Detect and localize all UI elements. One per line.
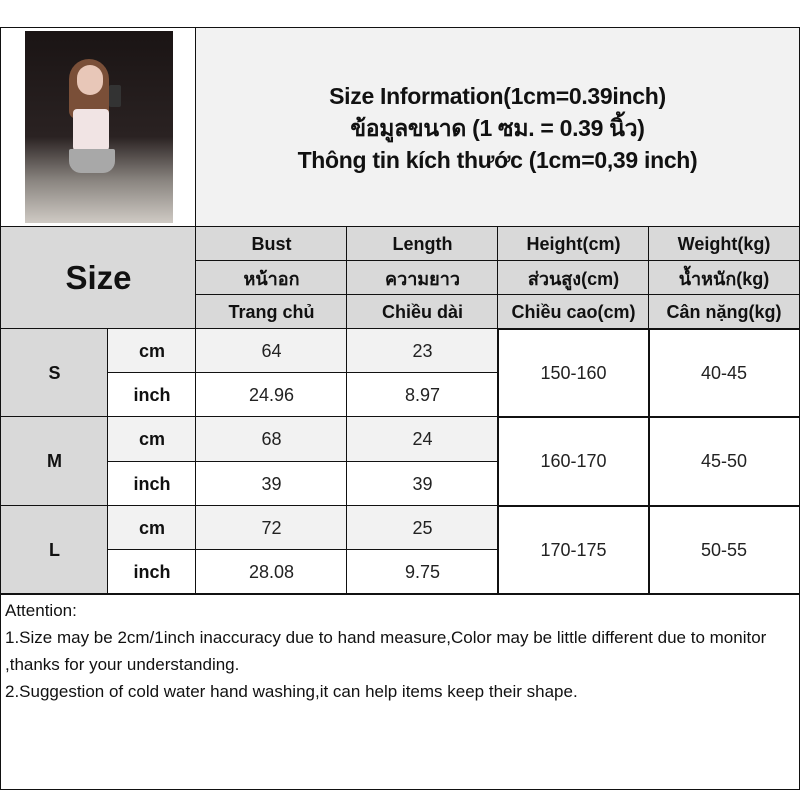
header-weight-th: น้ำหนัก(kg) xyxy=(648,260,800,296)
unit-inch: inch xyxy=(107,549,197,595)
size-s: S xyxy=(0,328,109,418)
unit-inch: inch xyxy=(107,372,197,418)
header-bust-vi: Trang chủ xyxy=(195,294,348,330)
m-bust-inch: 39 xyxy=(195,461,348,507)
size-header: Size xyxy=(0,226,197,330)
m-weight: 45-50 xyxy=(648,416,800,507)
unit-cm: cm xyxy=(107,328,197,374)
m-length-cm: 24 xyxy=(346,416,499,463)
unit-cm: cm xyxy=(107,505,197,551)
m-height: 160-170 xyxy=(497,416,650,507)
attention-heading: Attention: xyxy=(5,601,77,620)
unit-cm: cm xyxy=(107,416,197,463)
s-length-cm: 23 xyxy=(346,328,499,374)
attention-line-2: 2.Suggestion of cold water hand washing,… xyxy=(5,682,578,701)
header-height-vi: Chiều cao(cm) xyxy=(497,294,650,330)
m-length-inch: 39 xyxy=(346,461,499,507)
l-length-cm: 25 xyxy=(346,505,499,551)
header-length-vi: Chiều dài xyxy=(346,294,499,330)
attention-line-1: 1.Size may be 2cm/1inch inaccuracy due t… xyxy=(5,628,767,674)
photo-cell xyxy=(0,27,197,228)
attention-note: Attention: 1.Size may be 2cm/1inch inacc… xyxy=(0,593,800,790)
header-bust-th: หน้าอก xyxy=(195,260,348,296)
l-height: 170-175 xyxy=(497,505,650,595)
header-bust-en: Bust xyxy=(195,226,348,262)
s-bust-cm: 64 xyxy=(195,328,348,374)
l-length-inch: 9.75 xyxy=(346,549,499,595)
size-l: L xyxy=(0,505,109,595)
unit-inch: inch xyxy=(107,461,197,507)
s-weight: 40-45 xyxy=(648,328,800,418)
s-bust-inch: 24.96 xyxy=(195,372,348,418)
header-length-th: ความยาว xyxy=(346,260,499,296)
s-height: 150-160 xyxy=(497,328,650,418)
l-bust-cm: 72 xyxy=(195,505,348,551)
l-bust-inch: 28.08 xyxy=(195,549,348,595)
size-m: M xyxy=(0,416,109,507)
size-info-title: Size Information(1cm=0.39inch) ข้อมูลขนา… xyxy=(195,27,800,228)
title-vietnamese: Thông tin kích thước (1cm=0,39 inch) xyxy=(297,146,698,173)
s-length-inch: 8.97 xyxy=(346,372,499,418)
title-thai: ข้อมูลขนาด (1 ซม. = 0.39 นิ้ว) xyxy=(350,114,645,141)
header-weight-en: Weight(kg) xyxy=(648,226,800,262)
header-height-en: Height(cm) xyxy=(497,226,650,262)
l-weight: 50-55 xyxy=(648,505,800,595)
header-weight-vi: Cân nặng(kg) xyxy=(648,294,800,330)
title-english: Size Information(1cm=0.39inch) xyxy=(329,82,666,109)
header-length-en: Length xyxy=(346,226,499,262)
m-bust-cm: 68 xyxy=(195,416,348,463)
header-height-th: ส่วนสูง(cm) xyxy=(497,260,650,296)
model-photo xyxy=(25,31,173,223)
